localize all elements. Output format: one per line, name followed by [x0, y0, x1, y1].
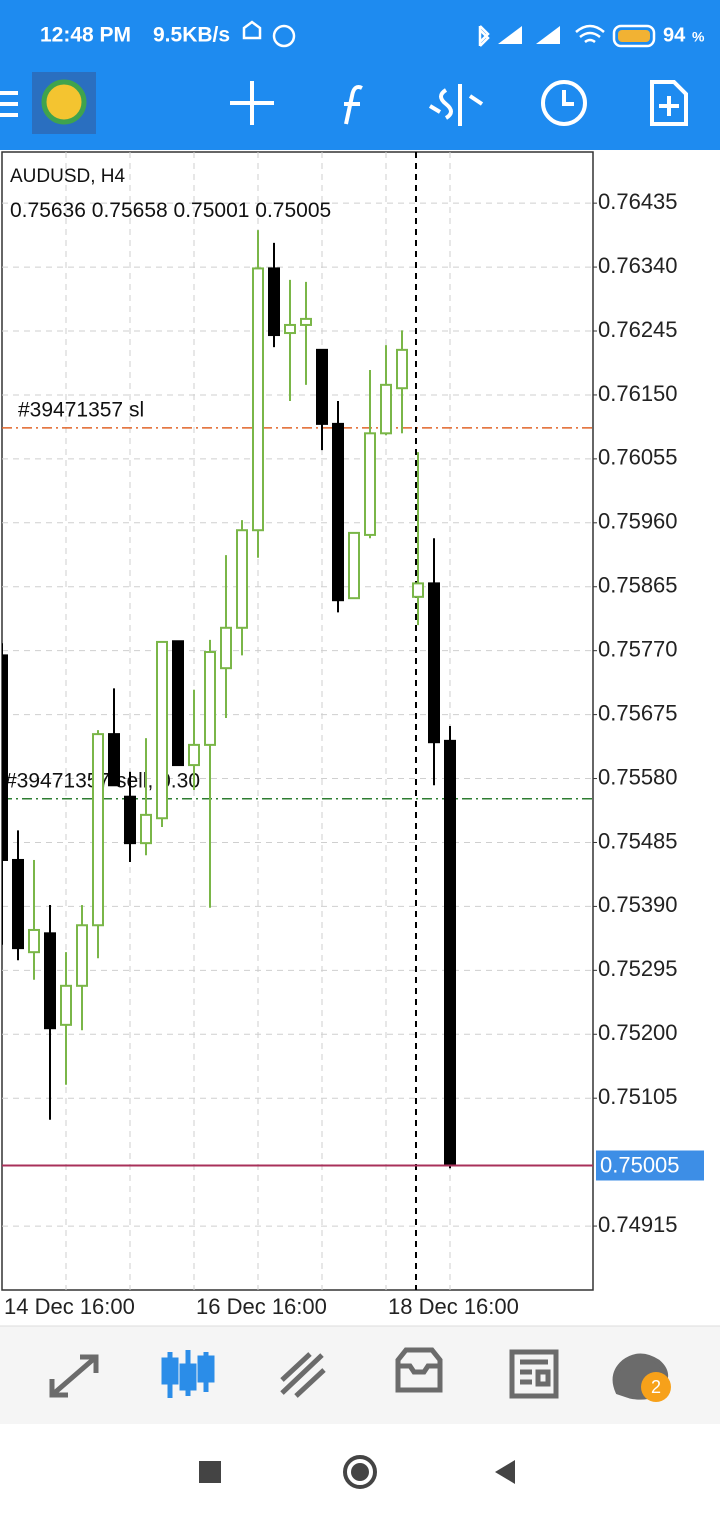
candle-body — [204, 651, 216, 746]
candle-body — [12, 858, 24, 950]
candle-body — [284, 323, 296, 335]
candle-body — [428, 582, 440, 744]
y-tick-label: 0.75295 — [598, 956, 678, 981]
candle-body — [92, 733, 104, 927]
last-price-tag — [596, 1150, 704, 1181]
y-tick-label: 0.76435 — [598, 189, 678, 214]
candle-body — [60, 984, 72, 1026]
candle-body — [252, 267, 264, 532]
bottom-nav — [0, 1326, 720, 1424]
y-tick-label: 0.75485 — [598, 828, 678, 853]
y-tick-label: 0.75390 — [598, 892, 678, 917]
toolbar — [0, 72, 688, 134]
nav-chart[interactable] — [161, 1350, 215, 1398]
high-value: 0.75658 — [92, 199, 168, 222]
candle-body — [44, 932, 56, 1030]
y-tick-label: 0.75675 — [598, 700, 678, 725]
new-order-button[interactable] — [650, 80, 688, 126]
candle-body — [188, 743, 200, 767]
battery-unit: % — [692, 29, 705, 45]
y-tick-label: 0.75770 — [598, 636, 678, 661]
nav-quotes[interactable] — [49, 1354, 99, 1398]
y-tick-label: 0.76340 — [598, 253, 678, 278]
y-tick-label: 0.75200 — [598, 1020, 678, 1045]
x-tick-label: 16 Dec 16:00 — [196, 1294, 327, 1319]
y-tick-label: 0.75960 — [598, 509, 678, 534]
badge — [641, 1372, 671, 1402]
y-tick-label: 0.74915 — [598, 1212, 678, 1237]
y-tick-label: 0.75105 — [598, 1084, 678, 1109]
nav-news[interactable] — [509, 1349, 559, 1399]
low-value: 0.75001 — [174, 199, 250, 222]
candle-body — [236, 529, 248, 629]
y-tick-label: 0.76055 — [598, 445, 678, 470]
axes: 0.76435 0.76340 0.76245 0.76150 0.76055 0.759… — [2, 189, 704, 1319]
y-tick-label: 0.75865 — [598, 573, 678, 598]
candles — [2, 230, 456, 1169]
status-time: 12:48 PM — [40, 24, 131, 47]
home-button[interactable] — [343, 1455, 377, 1489]
plot-frame — [1, 151, 594, 1291]
menu-button[interactable] — [0, 91, 18, 117]
badge-count: 2 — [651, 1377, 661, 1397]
candle-body — [316, 348, 328, 425]
candle-body — [140, 813, 152, 845]
candle-body — [412, 582, 424, 598]
battery-level: 94 — [663, 24, 686, 46]
candle-body — [396, 348, 408, 390]
y-tick-label: 0.76150 — [598, 381, 678, 406]
y-tick-label: 0.75580 — [598, 764, 678, 789]
candle-body — [220, 626, 232, 670]
candle-body — [364, 432, 376, 536]
x-tick-label: 18 Dec 16:00 — [388, 1294, 519, 1319]
app-header — [0, 0, 720, 150]
candle-body — [332, 422, 344, 602]
candle-body — [76, 924, 88, 987]
crosshair-button[interactable] — [230, 81, 274, 125]
nav-trade[interactable] — [280, 1352, 326, 1398]
candle-body — [156, 640, 168, 820]
open-value: 0.75636 — [10, 199, 86, 222]
order-level-label: #39471357 sl — [18, 398, 144, 421]
close-value: 0.75005 — [255, 199, 331, 222]
candle-body — [444, 739, 456, 1167]
candle-body — [2, 654, 8, 861]
candle-body — [348, 531, 360, 600]
candle-body — [268, 267, 280, 337]
back-button[interactable] — [495, 1460, 515, 1484]
x-tick-label: 14 Dec 16:00 — [4, 1294, 135, 1319]
status-speed: 9.5KB/s — [153, 24, 230, 47]
candle-body — [108, 733, 120, 787]
candle-body — [172, 640, 184, 767]
last-price-label: 0.75005 — [600, 1152, 680, 1177]
period-button[interactable] — [541, 80, 587, 126]
candle-body — [28, 928, 40, 954]
trade-button[interactable] — [428, 84, 484, 126]
status-icons — [242, 20, 656, 48]
symbol-label: AUDUSD, H4 — [10, 166, 126, 187]
y-tick-label: 0.76245 — [598, 317, 678, 342]
recents-button[interactable] — [199, 1461, 221, 1483]
candle-body — [124, 795, 136, 845]
nav-history[interactable] — [395, 1347, 443, 1393]
indicators-button[interactable] — [344, 85, 363, 125]
candle-body — [380, 383, 392, 435]
ohlc-readout: 0.75636 0.75658 0.75001 0.75005 — [10, 199, 331, 222]
candle-body — [300, 317, 312, 326]
